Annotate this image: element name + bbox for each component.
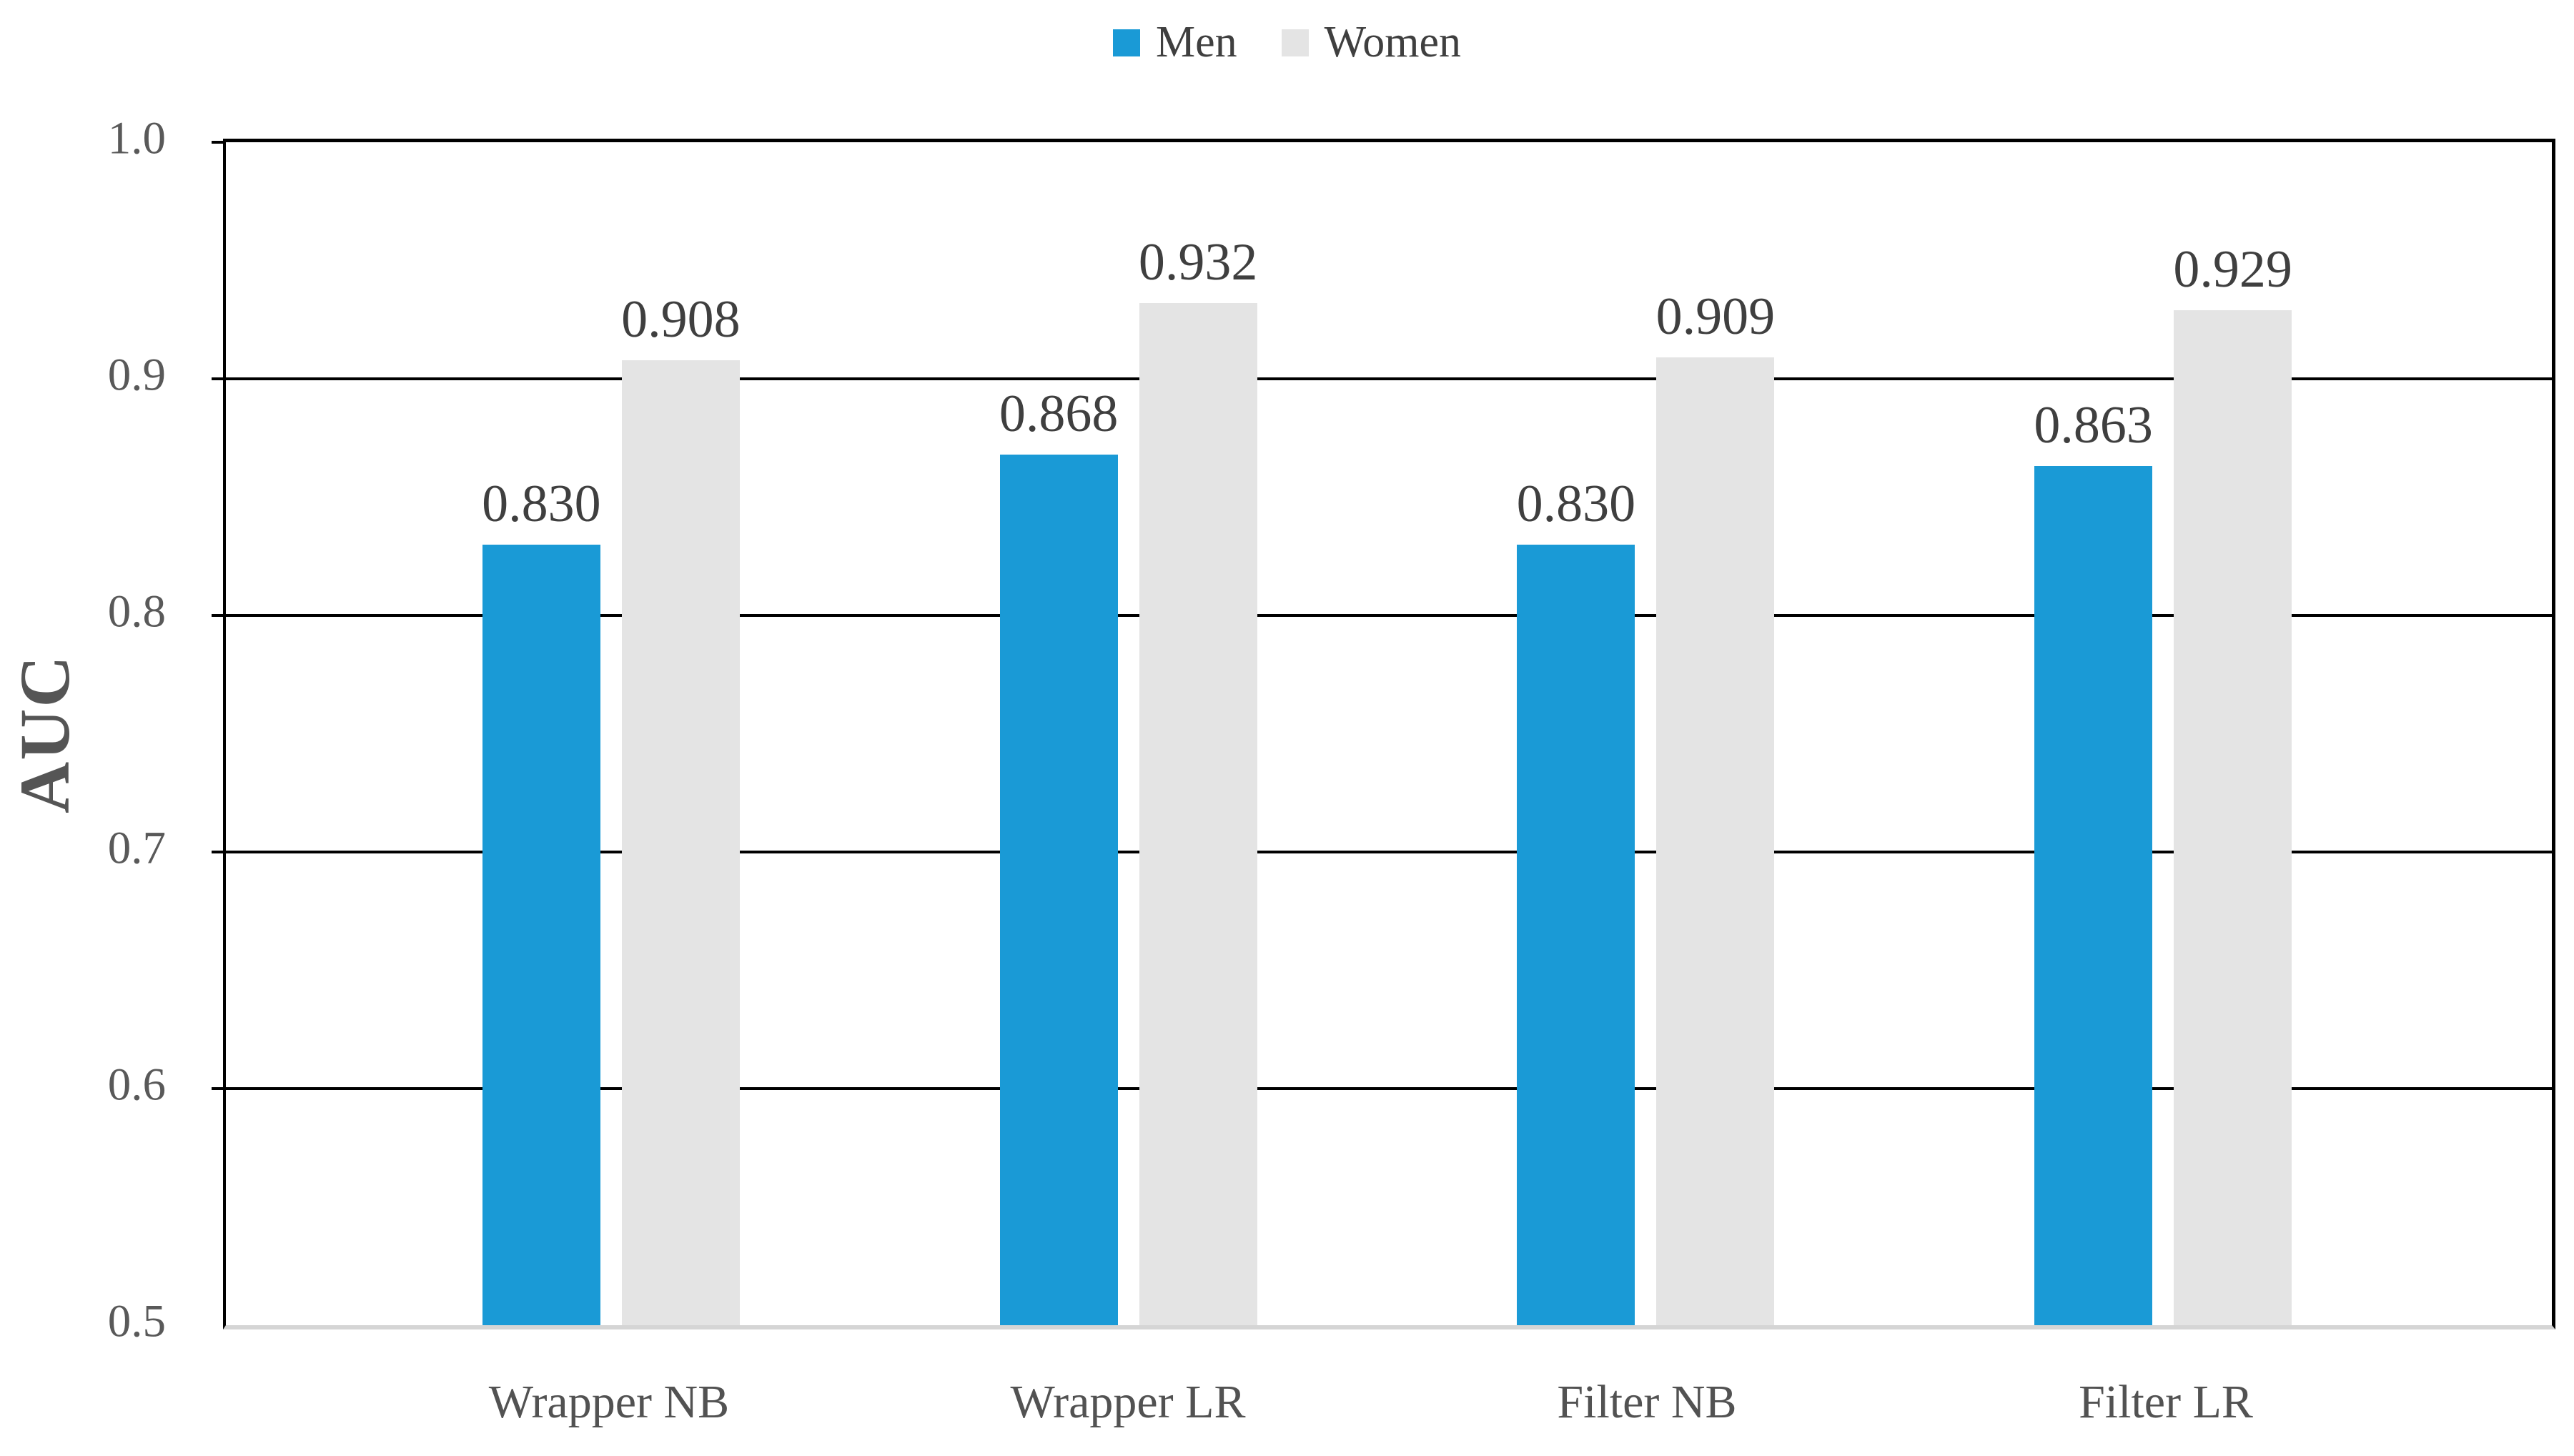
- bar-value-label: 0.830: [482, 474, 601, 533]
- bar-value-label: 0.929: [2173, 240, 2292, 299]
- y-tick-mark: [212, 614, 226, 617]
- y-tick-mark: [212, 377, 226, 380]
- bar-men-filter-lr: 0.863: [2034, 399, 2153, 1325]
- bar-group-filter-lr: 0.863 0.929: [1904, 142, 2422, 1325]
- bar-value-label: 0.868: [999, 384, 1119, 443]
- h-gridline: [226, 1087, 2552, 1090]
- bar-women-wrapper-lr: 0.932: [1139, 236, 1257, 1325]
- bar-men-wrapper-lr: 0.868: [999, 387, 1118, 1325]
- legend-swatch-women: [1281, 29, 1309, 56]
- y-tick-label: 1.0: [107, 112, 166, 164]
- bar-group-wrapper-lr: 0.868 0.932: [870, 142, 1387, 1325]
- bar-women-filter-nb: 0.909: [1656, 290, 1775, 1325]
- category-label-filter-lr: Filter LR: [2079, 1376, 2253, 1428]
- bar-group-wrapper-nb: 0.830 0.908: [352, 142, 870, 1325]
- bar-group-filter-nb: 0.830 0.909: [1387, 142, 1905, 1325]
- legend-label-men: Men: [1156, 18, 1237, 66]
- h-gridline: [226, 851, 2552, 853]
- bar-men-wrapper-nb: 0.830: [482, 477, 601, 1325]
- bar-value-label: 0.909: [1655, 287, 1776, 347]
- y-axis-ticks: 1.0 0.9 0.8 0.7 0.6 0.5: [0, 115, 172, 1344]
- bars-region: 0.830 0.908 0.868 0.932 0.830 0.909 0.863 0.929: [352, 142, 2422, 1325]
- legend-swatch-men: [1113, 29, 1141, 56]
- legend-label-women: Women: [1324, 18, 1461, 66]
- y-tick-label: 0.8: [107, 585, 166, 638]
- y-tick-label: 0.7: [107, 822, 166, 874]
- category-label-wrapper-lr: Wrapper LR: [1010, 1376, 1246, 1428]
- legend-item-women: Women: [1281, 17, 1461, 68]
- h-gridline: [226, 377, 2552, 380]
- bar-women-filter-lr: 0.929: [2173, 243, 2292, 1325]
- y-tick-mark: [212, 851, 226, 853]
- chart-legend: Men Women: [0, 17, 2574, 68]
- x-axis-labels: Wrapper NB Wrapper LR Filter NB Filter LR: [350, 1374, 2425, 1430]
- plot-area: 0.830 0.908 0.868 0.932 0.830 0.909 0.863 0.929: [212, 139, 2555, 1329]
- y-tick-mark: [212, 1087, 226, 1090]
- bar-value-label: 0.863: [2034, 396, 2153, 455]
- y-tick-label: 0.6: [107, 1059, 166, 1111]
- bar-value-label: 0.908: [621, 289, 741, 349]
- category-label-filter-nb: Filter NB: [1557, 1376, 1737, 1428]
- bar-men-filter-nb: 0.830: [1517, 477, 1635, 1325]
- bar-value-label: 0.830: [1516, 474, 1636, 533]
- y-tick-label: 0.5: [107, 1295, 166, 1347]
- y-tick-mark: [212, 141, 226, 144]
- legend-item-men: Men: [1113, 17, 1237, 68]
- bar-value-label: 0.932: [1138, 233, 1258, 292]
- bar-women-wrapper-nb: 0.908: [621, 293, 741, 1325]
- h-gridline: [226, 614, 2552, 617]
- category-label-wrapper-nb: Wrapper NB: [488, 1376, 730, 1428]
- y-tick-label: 0.9: [107, 349, 166, 401]
